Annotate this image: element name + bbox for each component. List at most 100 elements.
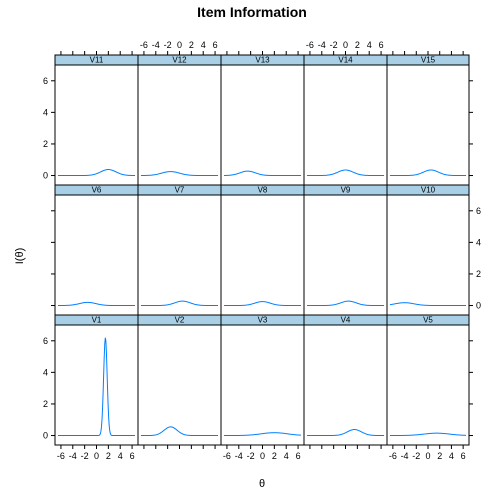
panel-strip-label: V15 <box>421 56 436 65</box>
y-tick-label-left: 4 <box>43 107 48 117</box>
information-curve <box>140 300 219 307</box>
panel-v1: V1 <box>54 314 139 446</box>
x-tick-label-top: 0 <box>177 40 182 50</box>
panel-strip-label: V5 <box>423 316 433 325</box>
panel-v12: V12 <box>137 54 222 186</box>
x-tick-label-bottom: -4 <box>401 451 409 461</box>
panel-frame <box>137 194 222 316</box>
panel-strip-label: V10 <box>421 186 436 195</box>
panel-strip-label: V11 <box>90 56 104 65</box>
x-tick-label-bottom: 2 <box>437 451 442 461</box>
x-tick-label-bottom: -2 <box>412 451 420 461</box>
x-tick-label-top: -2 <box>330 40 338 50</box>
information-curve <box>57 301 136 307</box>
panel-strip-label: V7 <box>175 186 185 195</box>
y-tick-label-left: 2 <box>43 139 48 149</box>
panel-v7: V7 <box>137 184 222 316</box>
x-tick-label-bottom: 2 <box>272 451 277 461</box>
information-curve <box>306 169 385 177</box>
panel-frame <box>54 64 139 186</box>
y-tick-label-right: 6 <box>476 206 481 216</box>
y-tick-label-right: 2 <box>476 269 481 279</box>
panel-v3: V3 <box>220 314 305 446</box>
y-axis-label: I(θ) <box>14 248 26 265</box>
panel-frame <box>303 324 388 446</box>
panel-v2: V2 <box>137 314 222 446</box>
x-tick-label-bottom: 6 <box>296 451 301 461</box>
x-tick-label-top: 6 <box>379 40 384 50</box>
panel-v8: V8 <box>220 184 305 316</box>
x-tick-label-bottom: -6 <box>57 451 65 461</box>
panel-strip-label: V13 <box>255 56 270 65</box>
panel-frame <box>386 64 470 186</box>
x-tick-label-bottom: 4 <box>449 451 454 461</box>
information-curve <box>306 429 385 437</box>
x-tick-label-bottom: 2 <box>106 451 111 461</box>
information-curve <box>223 301 302 307</box>
x-tick-label-bottom: 4 <box>118 451 123 461</box>
x-tick-label-top: 6 <box>213 40 218 50</box>
panel-strip-label: V2 <box>175 316 185 325</box>
y-tick-label-left: 0 <box>43 171 48 181</box>
y-tick-label-left: 0 <box>43 431 48 441</box>
panel-frame <box>303 194 388 316</box>
x-tick-label-bottom: -4 <box>235 451 243 461</box>
y-tick-label-left: 4 <box>43 367 48 377</box>
x-tick-label-bottom: 6 <box>130 451 135 461</box>
panel-strip-label: V3 <box>258 316 268 325</box>
information-curve <box>306 300 385 307</box>
x-tick-label-bottom: 4 <box>284 451 289 461</box>
information-curve <box>223 432 302 437</box>
x-tick-label-bottom: 0 <box>260 451 265 461</box>
panel-strip-label: V8 <box>258 186 268 195</box>
information-curve <box>389 169 467 177</box>
panel-v5: V5 <box>386 314 470 446</box>
panel-strip-label: V6 <box>92 186 102 195</box>
x-tick-label-top: 2 <box>355 40 360 50</box>
panel-strip-label: V4 <box>341 316 351 325</box>
chart-title: Item Information <box>197 4 307 20</box>
information-curve <box>140 171 219 177</box>
x-tick-label-bottom: -2 <box>247 451 255 461</box>
panel-v14: V14 <box>303 54 388 186</box>
x-tick-label-bottom: -2 <box>81 451 89 461</box>
x-tick-label-top: 4 <box>201 40 206 50</box>
x-tick-label-top: -2 <box>164 40 172 50</box>
panel-frame <box>137 64 222 186</box>
panel-frame <box>220 64 305 186</box>
x-tick-label-top: 0 <box>343 40 348 50</box>
panel-v4: V4 <box>303 314 388 446</box>
information-curve <box>140 426 219 437</box>
information-curve <box>223 170 302 177</box>
x-tick-label-bottom: -6 <box>389 451 397 461</box>
y-tick-label-left: 6 <box>43 76 48 86</box>
panel-strip-label: V12 <box>172 56 187 65</box>
panel-v6: V6 <box>54 184 139 316</box>
x-tick-label-bottom: -4 <box>69 451 77 461</box>
y-tick-label-left: 2 <box>43 399 48 409</box>
y-tick-label-left: 6 <box>43 336 48 346</box>
information-curve <box>389 302 467 307</box>
x-tick-label-top: -6 <box>306 40 314 50</box>
information-curve <box>57 337 136 437</box>
x-axis-label: θ <box>259 478 265 490</box>
y-tick-label-right: 4 <box>476 237 481 247</box>
x-tick-label-top: -6 <box>140 40 148 50</box>
panel-frame <box>54 324 139 446</box>
information-curve <box>57 169 136 177</box>
panel-strip-label: V9 <box>341 186 351 195</box>
x-tick-label-bottom: 0 <box>425 451 430 461</box>
panel-grid: V1 V2 V3 V4 V5 V6 V7 V8 V9 V10 V11 V12 V13 V14 V15 -6 -4… <box>43 40 481 461</box>
panel-frame <box>220 194 305 316</box>
panel-frame <box>386 324 470 446</box>
panel-frame <box>303 64 388 186</box>
panel-frame <box>220 324 305 446</box>
panel-v15: V15 <box>386 54 470 186</box>
panel-frame <box>54 194 139 316</box>
panel-v13: V13 <box>220 54 305 186</box>
x-tick-label-top: 2 <box>189 40 194 50</box>
panel-frame <box>386 194 470 316</box>
x-tick-label-bottom: -6 <box>223 451 231 461</box>
x-tick-label-bottom: 0 <box>94 451 99 461</box>
